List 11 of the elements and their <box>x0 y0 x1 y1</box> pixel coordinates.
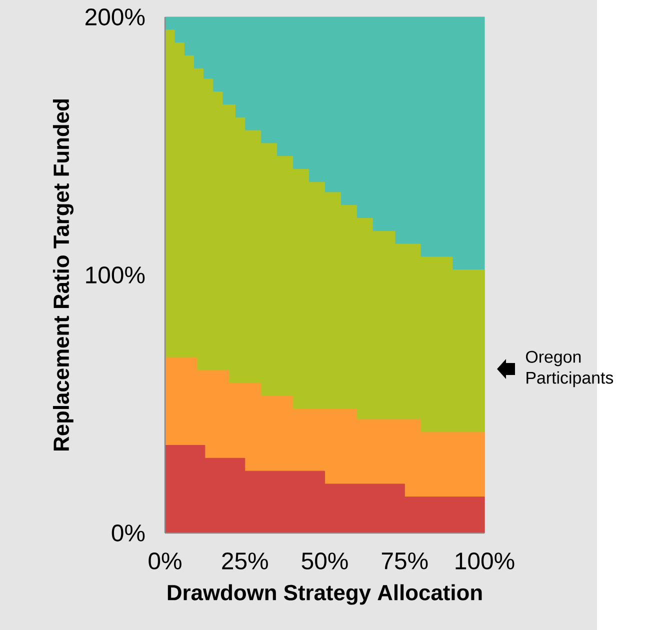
x-tick-label: 75% <box>382 552 428 570</box>
y-tick-label: 100% <box>86 266 145 284</box>
x-tick-label: 25% <box>222 552 268 570</box>
y-tick-label: 200% <box>86 8 145 26</box>
x-tick-label: 100% <box>456 552 514 570</box>
text: Oregon Participants <box>526 350 614 388</box>
x-tick-label: 50% <box>302 552 348 570</box>
x-tick-label: 0% <box>148 552 182 570</box>
y-axis-title: Replacement Ratio Target Funded <box>52 99 74 451</box>
x-axis-title: Drawdown Strategy Allocation <box>168 584 482 605</box>
y-tick-label: 0% <box>112 524 145 542</box>
